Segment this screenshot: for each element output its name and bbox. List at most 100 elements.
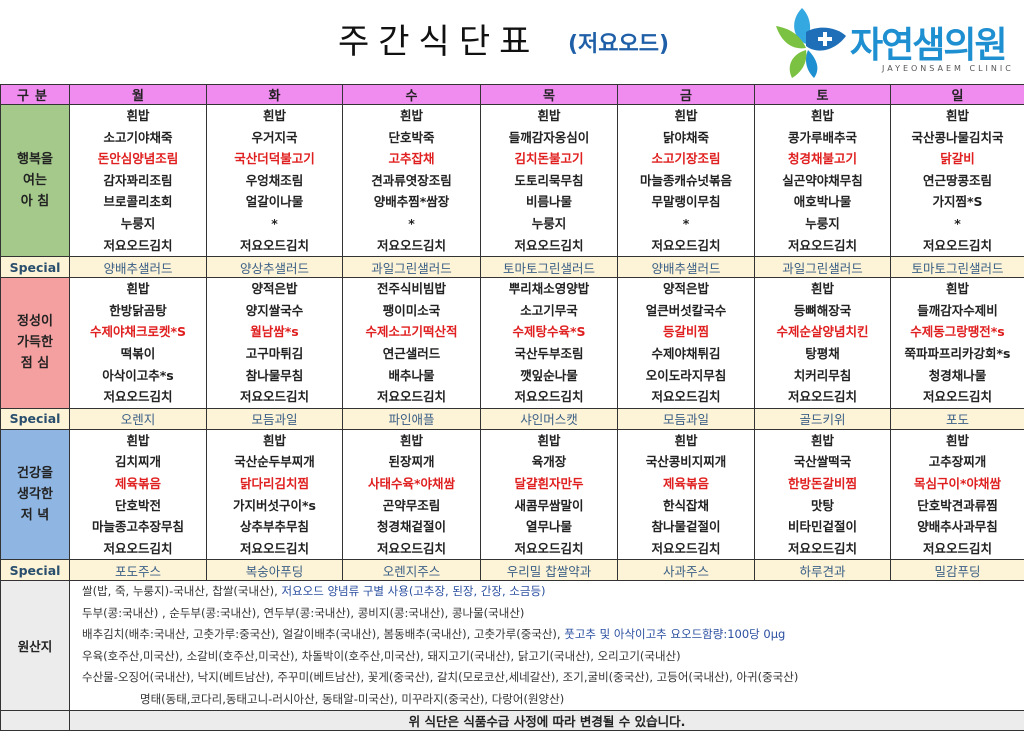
menu-item: 저요오드김치 bbox=[891, 235, 1024, 257]
menu-item: 소고기야채죽 bbox=[70, 127, 206, 149]
special-label: Special bbox=[1, 560, 70, 581]
menu-item: 들깨감자수제비 bbox=[891, 300, 1024, 322]
menu-item: 단호박견과류찜 bbox=[891, 495, 1024, 517]
menu-item: 흰밥 bbox=[343, 430, 480, 452]
menu-item: 흰밥 bbox=[755, 105, 890, 127]
menu-item: 새콤무쌈말이 bbox=[481, 495, 617, 517]
special-item: 복숭아푸딩 bbox=[207, 560, 343, 581]
menu-item: 수제탕수육*S bbox=[481, 321, 617, 343]
menu-item: 들깨감자옹심이 bbox=[481, 127, 617, 149]
menu-item: 쭉파파프리카강회*s bbox=[891, 343, 1024, 365]
menu-item: 돈안심양념조림 bbox=[70, 148, 206, 170]
meal-label-line: 여는 bbox=[1, 170, 69, 191]
special-label: Special bbox=[1, 408, 70, 429]
menu-item: 마늘종고추장무침 bbox=[70, 516, 206, 538]
origin-line: 명태(동태,코다리,동태고니-러시아산, 동태알-미국산), 미꾸라지(중국산)… bbox=[82, 689, 1024, 711]
menu-item: * bbox=[618, 213, 754, 235]
special-label: Special bbox=[1, 257, 70, 278]
menu-item: 흰밥 bbox=[70, 430, 206, 452]
special-item: 양배추샐러드 bbox=[618, 257, 755, 278]
menu-item: 맛탕 bbox=[755, 495, 890, 517]
meal-label-line: 생각한 bbox=[1, 484, 69, 505]
day-header: 토 bbox=[755, 85, 891, 105]
menu-item: 달걀흰자만두 bbox=[481, 473, 617, 495]
menu-item: 흰밥 bbox=[755, 278, 890, 300]
origin-line: 배추김치(배추:국내산, 고춧가루:중국산), 얼갈이배추(국내산), 봄동배추… bbox=[82, 624, 1024, 646]
menu-item: 저요오드김치 bbox=[70, 235, 206, 257]
menu-item: 비름나물 bbox=[481, 191, 617, 213]
meal-label-line: 건강을 bbox=[1, 463, 69, 484]
special-item: 우리밀 찹쌀약과 bbox=[481, 560, 618, 581]
menu-item: 연근샐러드 bbox=[343, 343, 480, 365]
footer-notice: 위 식단은 식품수급 사정에 따라 변경될 수 있습니다. bbox=[70, 711, 1024, 731]
special-item: 양배추샐러드 bbox=[70, 257, 207, 278]
menu-item: 저요오드김치 bbox=[207, 235, 342, 257]
day-header: 일 bbox=[891, 85, 1024, 105]
menu-item: 누룽지 bbox=[481, 213, 617, 235]
menu-item: 국산콩나물김치국 bbox=[891, 127, 1024, 149]
menu-item: 등갈비찜 bbox=[618, 321, 754, 343]
menu-item: 국산쌀떡국 bbox=[755, 451, 890, 473]
menu-item: 한방닭곰탕 bbox=[70, 300, 206, 322]
menu-item: 브로콜리초회 bbox=[70, 191, 206, 213]
menu-item: 가지버섯구이*s bbox=[207, 495, 342, 517]
menu-item: 흰밥 bbox=[343, 105, 480, 127]
menu-item: 오이도라지무침 bbox=[618, 365, 754, 387]
menu-item: 단호박죽 bbox=[343, 127, 480, 149]
menu-item: 고구마튀김 bbox=[207, 343, 342, 365]
menu-item: * bbox=[343, 213, 480, 235]
origin-text: 쌀(밥, 죽, 누룽지)-국내산, 찹쌀(국내산), bbox=[82, 584, 281, 598]
menu-item: 수제순살양념치킨 bbox=[755, 321, 890, 343]
menu-item: 우엉채조림 bbox=[207, 170, 342, 192]
menu-item: 닭갈비 bbox=[891, 148, 1024, 170]
menu-item: 고추잡채 bbox=[343, 148, 480, 170]
menu-item: * bbox=[207, 213, 342, 235]
footer-spacer bbox=[1, 711, 70, 731]
menu-item: 된장찌개 bbox=[343, 451, 480, 473]
menu-item: 저요오드김치 bbox=[481, 538, 617, 560]
origin-line: 두부(콩:국내산) , 순두부(콩:국내산), 연두부(콩:국내산), 콩비지(… bbox=[82, 603, 1024, 625]
menu-item: 저요오드김치 bbox=[343, 235, 480, 257]
menu-item: 곤약무조림 bbox=[343, 495, 480, 517]
day-header: 목 bbox=[481, 85, 618, 105]
menu-item: 국산두부조림 bbox=[481, 343, 617, 365]
menu-item: 저요오드김치 bbox=[755, 235, 890, 257]
menu-item: 저요오드김치 bbox=[70, 538, 206, 560]
menu-item: 수제야채튀김 bbox=[618, 343, 754, 365]
menu-item: 국산순두부찌개 bbox=[207, 451, 342, 473]
menu-item: 저요오드김치 bbox=[618, 235, 754, 257]
menu-item: 흰밥 bbox=[755, 430, 890, 452]
menu-item: 저요오드김치 bbox=[207, 386, 342, 408]
page-title: 주간식단표 bbox=[338, 14, 539, 63]
footer-row: 위 식단은 식품수급 사정에 따라 변경될 수 있습니다. bbox=[1, 711, 1024, 731]
menu-item: 저요오드김치 bbox=[481, 235, 617, 257]
menu-item: 저요오드김치 bbox=[343, 538, 480, 560]
menu-item: 수제소고기떡산적 bbox=[343, 321, 480, 343]
meal-label-line: 아 침 bbox=[1, 191, 69, 212]
meal-label-line: 정성이 bbox=[1, 311, 69, 332]
menu-item: 흰밥 bbox=[891, 278, 1024, 300]
menu-item: 양적은밥 bbox=[618, 278, 754, 300]
origin-line: 수산물-오징어(국내산), 낙지(베트남산), 주꾸미(베트남산), 꽃게(중국… bbox=[82, 667, 1024, 689]
origin-note: 풋고추 및 아삭이고추 요오드함량:100당 0μg bbox=[564, 627, 785, 641]
menu-item: 청경채나물 bbox=[891, 365, 1024, 387]
